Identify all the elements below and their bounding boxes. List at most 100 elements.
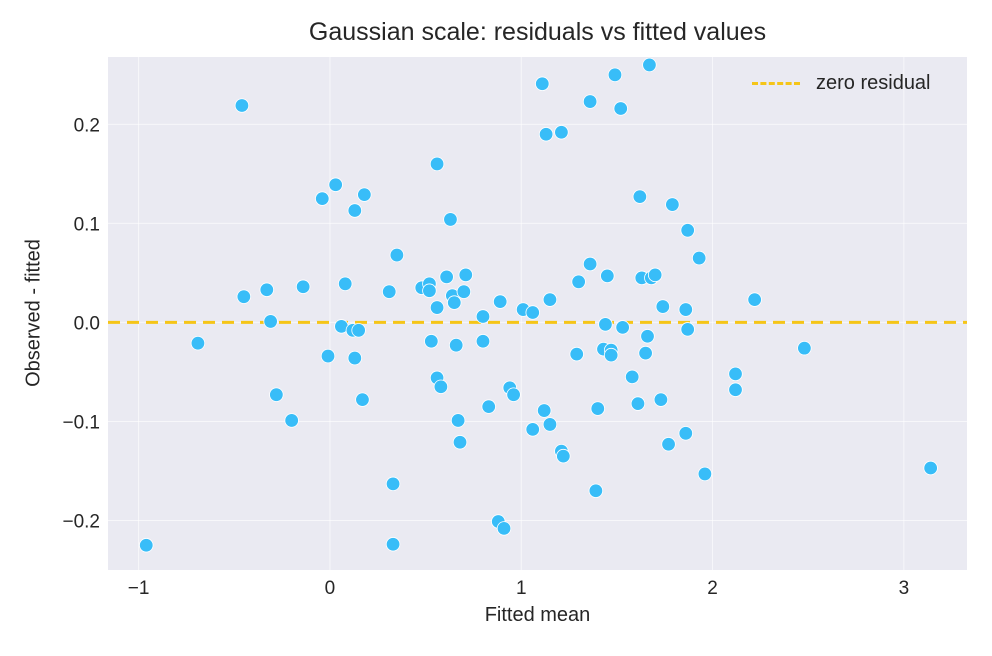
x-axis-ticks: −1 0 1 2 3 [128,578,909,599]
data-point [542,292,558,307]
data-point [347,203,362,218]
x-tick-label: 2 [707,578,718,599]
data-point [525,305,540,320]
data-point [678,302,693,317]
data-point [691,250,707,266]
data-point [661,437,676,452]
data-point [506,387,521,402]
data-point [728,366,743,382]
y-tick-label: −0.2 [62,511,100,532]
data-point [797,340,812,356]
data-point [475,309,491,324]
data-point [525,422,540,437]
data-point [236,289,252,304]
data-point [422,283,437,298]
data-point [613,101,628,116]
data-point [315,191,330,206]
data-point [538,127,554,142]
data-point [638,345,653,361]
data-point [492,294,508,309]
data-point [582,256,598,272]
data-point [259,282,274,297]
legend: zero residual [752,72,931,95]
data-point [655,299,671,314]
data-point [234,98,250,113]
data-point [554,125,569,140]
data-point [630,396,646,411]
data-point [458,267,473,283]
data-point [382,284,397,299]
data-point [535,76,550,91]
y-tick-label: 0.2 [74,115,100,136]
data-point [481,399,496,414]
dashed-line-swatch-icon [752,82,800,85]
data-point [640,329,655,344]
data-point [450,413,466,428]
y-axis-ticks: −0.2 −0.1 0.0 0.1 0.2 [62,115,100,532]
data-point [433,379,449,394]
data-point [139,538,154,553]
data-point [697,466,713,482]
data-point [429,156,445,172]
data-point [385,537,401,552]
data-point [603,347,619,363]
data-point [320,348,336,364]
data-point [448,337,464,353]
data-point [680,223,695,238]
y-tick-label: 0.1 [74,214,100,235]
data-point [615,320,630,335]
data-point [347,350,362,366]
data-point [351,323,366,338]
data-point [536,403,552,418]
data-point [456,284,472,299]
data-point [284,413,299,428]
x-tick-label: 3 [899,578,910,599]
data-point [475,334,491,349]
data-point [190,336,206,351]
data-point [642,57,657,73]
data-point [328,177,343,192]
data-point [357,187,372,202]
data-point [443,212,458,227]
y-tick-label: 0.0 [74,313,100,334]
data-point [338,276,353,291]
data-point [439,269,454,285]
data-point [452,435,468,450]
data-point [588,483,604,498]
y-tick-label: −0.1 [62,412,100,433]
data-point [556,448,571,464]
data-point [569,346,584,362]
legend-label: zero residual [816,72,931,94]
x-tick-label: −1 [128,578,150,599]
x-tick-label: 0 [325,578,336,599]
data-points [139,57,938,553]
data-point [582,94,598,109]
data-point [607,67,623,83]
data-point [496,521,512,536]
data-point [385,476,401,492]
data-point [747,292,762,307]
data-point [424,334,439,349]
data-point [295,279,311,294]
data-point [429,300,445,315]
data-point [665,197,680,212]
data-point [598,317,613,332]
x-tick-label: 1 [516,578,527,599]
data-point [571,274,586,290]
data-point [923,460,938,476]
x-axis-label: Fitted mean [484,604,591,626]
data-point [678,426,693,441]
data-point [389,247,405,263]
y-axis-label: Observed - fitted [22,239,45,387]
data-point [632,189,648,204]
data-point [647,267,663,283]
data-point [590,401,605,416]
data-point [355,392,370,407]
chart-title: Gaussian scale: residuals vs fitted valu… [308,18,767,46]
data-point [680,322,695,337]
data-point [263,314,278,329]
data-point [600,268,615,284]
data-point [447,295,462,310]
data-point [625,369,640,385]
